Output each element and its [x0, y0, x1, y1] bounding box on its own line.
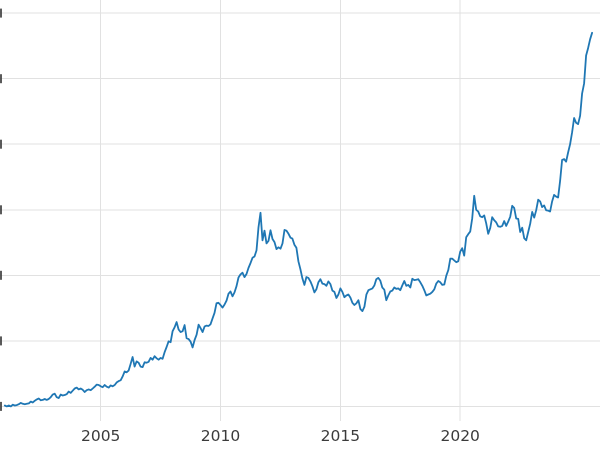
y-tick-label-clipped [0, 401, 2, 411]
x-tick-label: 2020 [440, 427, 479, 445]
price-series-line [3, 31, 593, 408]
y-tick-label-clipped [0, 8, 2, 18]
y-tick-label-clipped [0, 139, 2, 149]
y-tick-label-clipped [0, 74, 2, 84]
x-tick-label: 2015 [321, 427, 360, 445]
x-tick-label: 2005 [81, 427, 120, 445]
y-tick-label-clipped [0, 270, 2, 280]
y-tick-label-clipped [0, 205, 2, 215]
y-tick-label-clipped [0, 336, 2, 346]
x-tick-label: 2010 [201, 427, 240, 445]
